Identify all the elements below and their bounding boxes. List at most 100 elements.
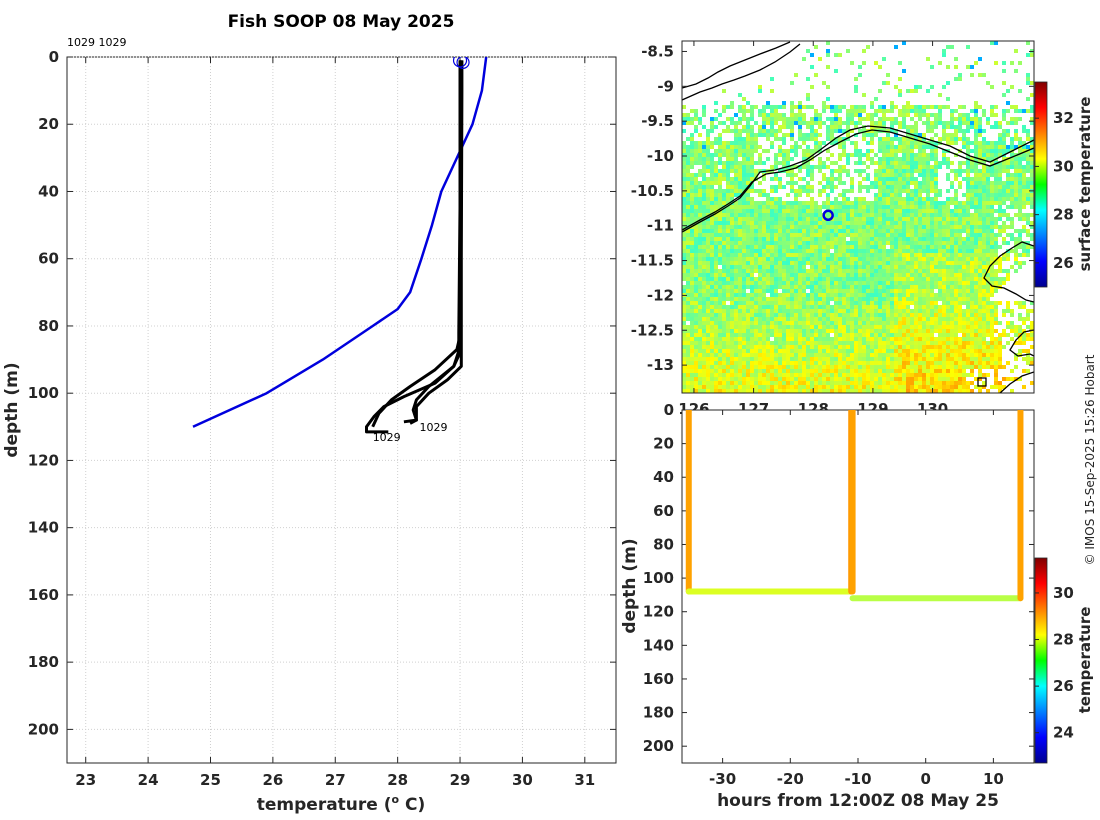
sst-pixel [746, 349, 750, 353]
sst-pixel [854, 289, 858, 293]
sst-pixel [746, 241, 750, 245]
sst-pixel [866, 349, 870, 353]
sst-pixel [950, 317, 954, 321]
sst-pixel [958, 121, 962, 125]
sst-pixel [1022, 317, 1026, 321]
sst-pixel [810, 121, 814, 125]
sst-pixel [786, 277, 790, 281]
sst-pixel [846, 109, 850, 113]
sst-pixel [750, 261, 754, 265]
sst-pixel [950, 137, 954, 141]
sst-pixel [826, 157, 830, 161]
sst-pixel [778, 225, 782, 229]
sst-pixel [846, 253, 850, 257]
sst-pixel [1030, 137, 1034, 141]
sst-pixel [754, 133, 758, 137]
sst-pixel [838, 325, 842, 329]
sst-pixel [762, 233, 766, 237]
sst-pixel [746, 329, 750, 333]
sst-pixel [742, 205, 746, 209]
sst-pixel [750, 309, 754, 313]
sst-pixel [846, 233, 850, 237]
sst-pixel [754, 341, 758, 345]
sst-pixel [818, 261, 822, 265]
sst-pixel [806, 153, 810, 157]
sst-pixel [754, 305, 758, 309]
sst-pixel [814, 321, 818, 325]
sst-pixel [774, 353, 778, 357]
sst-pixel [930, 153, 934, 157]
sst-pixel [794, 321, 798, 325]
sst-pixel [978, 125, 982, 129]
sst-pixel [982, 329, 986, 333]
sst-pixel [770, 325, 774, 329]
sst-pixel [902, 213, 906, 217]
sst-pixel [914, 137, 918, 141]
sst-pixel [862, 117, 866, 121]
sst-pixel [694, 321, 698, 325]
sst-pixel [730, 225, 734, 229]
sst-pixel [998, 217, 1002, 221]
sst-pixel [686, 325, 690, 329]
sst-pixel [902, 345, 906, 349]
sst-pixel [854, 133, 858, 137]
sst-pixel [930, 325, 934, 329]
sst-pixel [882, 141, 886, 145]
sst-pixel [934, 241, 938, 245]
sst-pixel [962, 229, 966, 233]
sst-pixel [1018, 217, 1022, 221]
sst-pixel [802, 293, 806, 297]
sst-pixel [978, 209, 982, 213]
sst-pixel [982, 149, 986, 153]
sst-pixel [914, 205, 918, 209]
sst-pixel [766, 357, 770, 361]
sst-pixel [806, 145, 810, 149]
sst-pixel [782, 297, 786, 301]
sst-pixel [898, 293, 902, 297]
sst-pixel [874, 193, 878, 197]
sst-pixel [794, 73, 798, 77]
sst-pixel [1014, 249, 1018, 253]
sst-pixel [758, 325, 762, 329]
sst-pixel [958, 221, 962, 225]
sst-pixel [922, 297, 926, 301]
sst-pixel [762, 341, 766, 345]
sst-pixel [774, 273, 778, 277]
sst-pixel [822, 121, 826, 125]
sst-pixel [950, 213, 954, 217]
sst-pixel [818, 217, 822, 221]
sst-pixel [970, 329, 974, 333]
sst-pixel [974, 261, 978, 265]
sst-pixel [846, 201, 850, 205]
sst-pixel [958, 325, 962, 329]
sst-pixel [734, 333, 738, 337]
sst-pixel [794, 273, 798, 277]
sst-pixel [882, 253, 886, 257]
sst-pixel [870, 201, 874, 205]
sst-pixel [818, 297, 822, 301]
sst-pixel [730, 221, 734, 225]
sst-pixel [850, 233, 854, 237]
sst-pixel [894, 269, 898, 273]
sst-pixel [762, 269, 766, 273]
sst-pixel [926, 289, 930, 293]
sst-pixel [850, 105, 854, 109]
sst-pixel [798, 229, 802, 233]
sst-pixel [934, 197, 938, 201]
sst-pixel [990, 149, 994, 153]
sst-pixel [762, 261, 766, 265]
sst-pixel [950, 265, 954, 269]
sst-pixel [958, 261, 962, 265]
sst-pixel [686, 349, 690, 353]
sst-pixel [742, 297, 746, 301]
sst-pixel [782, 257, 786, 261]
sst-pixel [734, 293, 738, 297]
sst-pixel [914, 321, 918, 325]
sst-pixel [1026, 157, 1030, 161]
sst-pixel [998, 245, 1002, 249]
sst-pixel [814, 301, 818, 305]
sst-pixel [894, 169, 898, 173]
sst-pixel [958, 73, 962, 77]
sst-pixel [982, 269, 986, 273]
sst-pixel [754, 289, 758, 293]
